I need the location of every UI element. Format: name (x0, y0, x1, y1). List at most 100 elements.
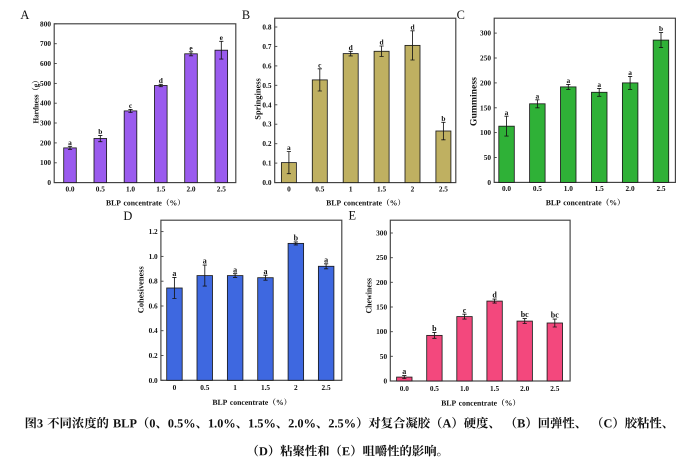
svg-text:0.5: 0.5 (200, 383, 209, 392)
svg-text:Springiness: Springiness (253, 78, 262, 120)
svg-text:0: 0 (287, 184, 291, 193)
svg-text:300: 300 (376, 229, 387, 238)
svg-text:0.0: 0.0 (65, 184, 74, 193)
svg-text:2.0: 2.0 (626, 184, 635, 193)
svg-text:150: 150 (480, 103, 491, 112)
svg-text:1.5: 1.5 (156, 184, 165, 193)
svg-text:d: d (159, 76, 164, 85)
svg-text:A: A (20, 8, 29, 22)
svg-text:Gumminess: Gumminess (469, 77, 480, 126)
svg-text:0: 0 (383, 377, 387, 386)
svg-text:200: 200 (376, 278, 387, 287)
svg-text:100: 100 (376, 327, 387, 336)
svg-text:0.5: 0.5 (262, 81, 271, 90)
svg-text:400: 400 (40, 99, 51, 108)
svg-text:a: a (68, 138, 72, 147)
svg-text:250: 250 (480, 54, 491, 63)
svg-text:a: a (172, 269, 176, 278)
svg-text:1.0: 1.0 (126, 184, 135, 193)
svg-text:0.0: 0.0 (262, 178, 271, 187)
svg-text:d: d (380, 38, 385, 47)
svg-text:1.0: 1.0 (460, 384, 469, 393)
svg-text:0.0: 0.0 (149, 376, 158, 385)
svg-text:b: b (441, 114, 445, 123)
svg-text:0.2: 0.2 (149, 351, 158, 360)
svg-text:d: d (492, 291, 497, 300)
svg-text:1.5: 1.5 (490, 384, 499, 393)
svg-text:e: e (189, 43, 193, 52)
svg-text:300: 300 (40, 119, 51, 128)
svg-text:0.2: 0.2 (262, 139, 271, 148)
svg-text:2.5: 2.5 (217, 184, 226, 193)
svg-text:0.0: 0.0 (502, 184, 511, 193)
svg-text:1.5: 1.5 (377, 184, 386, 193)
svg-text:100: 100 (480, 128, 491, 137)
svg-text:2.0: 2.0 (186, 184, 195, 193)
svg-text:0.1: 0.1 (262, 159, 271, 168)
svg-text:0: 0 (47, 178, 51, 187)
svg-text:600: 600 (40, 59, 51, 68)
svg-text:2.5: 2.5 (322, 383, 331, 392)
svg-text:0.0: 0.0 (400, 384, 409, 393)
svg-text:2: 2 (411, 184, 415, 193)
svg-text:b: b (659, 24, 663, 33)
svg-text:0.3: 0.3 (262, 120, 271, 129)
svg-text:a: a (264, 267, 268, 276)
svg-text:0.5: 0.5 (430, 384, 439, 393)
svg-text:50: 50 (380, 352, 388, 361)
svg-text:0: 0 (487, 178, 491, 187)
svg-text:0.4: 0.4 (262, 100, 271, 109)
svg-text:0.5: 0.5 (315, 184, 324, 193)
svg-text:bc: bc (521, 310, 529, 319)
svg-text:200: 200 (40, 138, 51, 147)
svg-text:a: a (402, 367, 406, 376)
svg-text:700: 700 (40, 39, 51, 48)
svg-text:c: c (318, 60, 322, 69)
svg-text:0.5: 0.5 (533, 184, 542, 193)
svg-text:b: b (294, 234, 299, 243)
svg-text:Chewiness: Chewiness (364, 278, 373, 314)
svg-text:c: c (129, 101, 133, 110)
svg-text:a: a (324, 255, 328, 264)
svg-text:a: a (536, 91, 540, 100)
svg-text:B: B (242, 8, 250, 22)
svg-text:250: 250 (376, 253, 387, 262)
svg-text:150: 150 (376, 303, 387, 312)
svg-text:0.7: 0.7 (262, 42, 271, 51)
svg-text:Cohesiveness: Cohesiveness (136, 265, 145, 313)
svg-text:e: e (220, 33, 224, 42)
svg-text:0.8: 0.8 (262, 23, 271, 32)
svg-text:300: 300 (480, 29, 491, 38)
svg-text:1.0: 1.0 (149, 252, 158, 261)
svg-text:1: 1 (233, 383, 237, 392)
svg-text:1: 1 (349, 184, 353, 193)
svg-text:2.5: 2.5 (656, 184, 665, 193)
svg-text:a: a (505, 108, 509, 117)
svg-text:50: 50 (484, 153, 492, 162)
svg-text:a: a (287, 143, 291, 152)
svg-text:2.5: 2.5 (550, 384, 559, 393)
svg-text:1.5: 1.5 (261, 383, 270, 392)
svg-text:0.6: 0.6 (262, 61, 271, 70)
svg-text:1.5: 1.5 (595, 184, 604, 193)
svg-text:200: 200 (480, 78, 491, 87)
svg-text:0.5: 0.5 (96, 184, 105, 193)
svg-text:d: d (410, 22, 415, 31)
svg-text:0: 0 (173, 383, 177, 392)
svg-text:2: 2 (294, 383, 298, 392)
svg-text:a: a (628, 68, 632, 77)
svg-text:1.2: 1.2 (149, 227, 158, 236)
svg-text:0.4: 0.4 (149, 326, 158, 335)
svg-text:b: b (98, 127, 102, 136)
svg-text:a: a (203, 257, 207, 266)
svg-text:a: a (597, 80, 601, 89)
svg-text:d: d (349, 43, 354, 52)
svg-text:0.6: 0.6 (149, 302, 158, 311)
svg-text:a: a (566, 76, 570, 85)
svg-text:D: D (123, 209, 132, 223)
svg-text:C: C (457, 8, 465, 22)
svg-text:800: 800 (40, 19, 51, 28)
svg-text:100: 100 (40, 158, 51, 167)
svg-text:1.0: 1.0 (564, 184, 573, 193)
svg-text:E: E (349, 209, 357, 223)
